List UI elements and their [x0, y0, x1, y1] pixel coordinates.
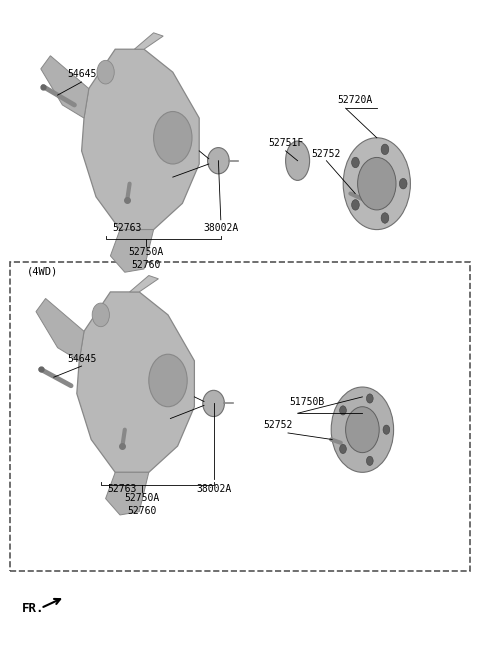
Circle shape	[340, 444, 347, 453]
Text: 52751F: 52751F	[268, 138, 303, 148]
Text: 38002A: 38002A	[196, 484, 231, 494]
Text: 54645: 54645	[67, 354, 96, 364]
Text: 52760: 52760	[127, 506, 156, 516]
Text: 52760: 52760	[132, 260, 161, 270]
Text: 38002A: 38002A	[203, 223, 239, 233]
Polygon shape	[36, 298, 84, 361]
Ellipse shape	[207, 148, 229, 174]
Circle shape	[346, 407, 379, 453]
Text: 52752: 52752	[264, 420, 293, 430]
Text: 52750A: 52750A	[129, 247, 164, 256]
Circle shape	[366, 394, 373, 403]
Text: (4WD): (4WD)	[26, 267, 58, 277]
Circle shape	[331, 387, 394, 472]
Text: 52752: 52752	[312, 149, 341, 159]
Circle shape	[340, 406, 347, 415]
Polygon shape	[106, 472, 149, 515]
Circle shape	[343, 138, 410, 230]
Text: 52720A: 52720A	[337, 95, 373, 105]
Circle shape	[92, 303, 109, 327]
Text: 52763: 52763	[108, 484, 137, 494]
Circle shape	[381, 144, 389, 155]
Circle shape	[366, 457, 373, 466]
Circle shape	[381, 213, 389, 223]
Text: FR.: FR.	[22, 602, 44, 615]
Polygon shape	[134, 33, 163, 49]
Text: 52763: 52763	[112, 223, 142, 233]
Polygon shape	[110, 230, 154, 272]
Circle shape	[149, 354, 187, 407]
Circle shape	[97, 60, 114, 84]
Circle shape	[399, 178, 407, 189]
Text: 51750B: 51750B	[289, 397, 325, 407]
Polygon shape	[41, 56, 89, 118]
Text: 52750A: 52750A	[124, 493, 159, 503]
Ellipse shape	[286, 141, 310, 180]
Polygon shape	[82, 49, 199, 230]
Circle shape	[154, 112, 192, 164]
Circle shape	[358, 157, 396, 210]
Circle shape	[383, 425, 390, 434]
Text: 54645: 54645	[67, 69, 96, 79]
Circle shape	[352, 199, 360, 210]
Ellipse shape	[203, 390, 225, 417]
Polygon shape	[130, 276, 158, 292]
Polygon shape	[77, 292, 194, 472]
Circle shape	[352, 157, 360, 168]
